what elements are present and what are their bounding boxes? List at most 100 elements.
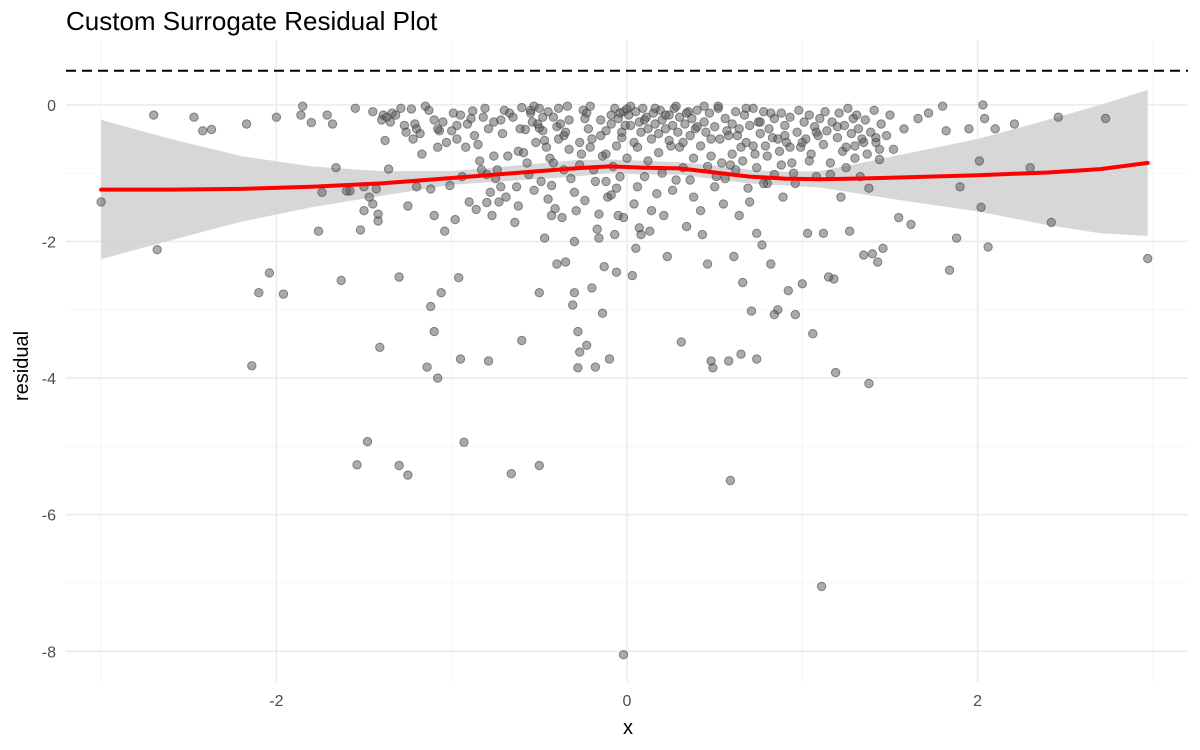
data-point: [632, 182, 643, 192]
data-point: [664, 135, 674, 146]
data-point: [718, 199, 729, 209]
data-point: [681, 108, 692, 118]
data-point: [601, 149, 611, 159]
data-point: [543, 194, 553, 204]
data-point: [538, 126, 548, 136]
data-point: [496, 182, 506, 192]
data-point: [978, 100, 988, 110]
data-point: [662, 251, 672, 262]
data-point: [774, 146, 785, 157]
data-point: [573, 326, 583, 337]
data-point: [671, 175, 681, 185]
data-point: [653, 148, 664, 158]
data-point: [613, 210, 623, 221]
data-point: [860, 115, 871, 125]
data-point: [264, 268, 275, 278]
data-point: [560, 127, 571, 137]
data-point: [841, 142, 851, 152]
data-point: [615, 171, 625, 182]
data-point: [615, 108, 625, 118]
data-point: [750, 149, 760, 159]
data-point: [646, 134, 657, 144]
data-point: [573, 363, 583, 373]
data-point: [983, 242, 993, 252]
data-point: [674, 142, 685, 152]
data-point: [653, 128, 664, 139]
data-point: [459, 437, 469, 447]
data-point: [646, 206, 657, 216]
data-point: [555, 119, 566, 129]
data-point: [734, 124, 744, 134]
data-point: [745, 120, 755, 131]
data-point: [503, 151, 513, 161]
data-point: [894, 212, 904, 223]
data-point: [832, 122, 843, 132]
data-point: [797, 137, 807, 148]
data-point: [452, 134, 462, 144]
data-point: [846, 128, 857, 139]
data-point: [852, 110, 862, 120]
smooth-line-layer: [99, 160, 1150, 192]
data-point: [396, 103, 406, 114]
data-point: [876, 119, 886, 129]
data-point: [871, 133, 881, 143]
data-point: [766, 108, 776, 118]
data-point: [341, 186, 352, 196]
data-point: [247, 361, 257, 371]
data-point: [874, 154, 885, 165]
data-point: [794, 105, 804, 116]
data-point: [566, 173, 576, 184]
y-tick-label: -6: [42, 508, 56, 525]
data-point: [606, 119, 616, 129]
data-point: [715, 134, 725, 144]
data-point: [645, 226, 655, 236]
data-point: [506, 469, 516, 479]
data-point: [702, 259, 713, 269]
data-point: [760, 141, 771, 151]
data-point: [271, 112, 282, 122]
data-point: [96, 197, 106, 207]
data-point: [575, 137, 585, 148]
data-point: [515, 124, 525, 134]
data-point: [748, 141, 758, 151]
data-point: [534, 460, 544, 471]
data-point: [406, 104, 417, 114]
data-point: [752, 163, 762, 173]
data-point: [394, 272, 404, 282]
data-point: [755, 128, 765, 139]
data-point: [724, 356, 734, 366]
data-point: [606, 190, 616, 200]
data-point: [752, 228, 762, 239]
data-point: [944, 265, 955, 275]
data-point: [241, 119, 252, 129]
data-point: [764, 124, 774, 134]
data-point: [752, 354, 762, 364]
x-tick-label: 0: [623, 693, 632, 710]
data-point: [594, 209, 604, 219]
data-point: [776, 108, 786, 118]
data-point: [525, 105, 536, 116]
data-point: [825, 158, 836, 168]
data-point: [518, 148, 529, 158]
data-point: [862, 149, 872, 159]
data-point: [298, 101, 308, 111]
data-point: [429, 115, 439, 125]
data-point: [734, 210, 744, 221]
data-point: [149, 110, 159, 120]
data-point: [667, 120, 678, 131]
data-point: [487, 210, 497, 221]
data-point: [368, 199, 378, 209]
data-point: [497, 128, 508, 139]
data-point: [564, 144, 574, 155]
data-point: [830, 367, 841, 378]
data-point: [383, 164, 394, 174]
data-point: [859, 137, 869, 148]
data-point: [667, 185, 678, 196]
data-point: [923, 108, 934, 118]
data-point: [955, 182, 965, 192]
data-point: [510, 217, 520, 228]
data-point: [797, 279, 807, 289]
data-point: [483, 356, 494, 366]
data-point: [725, 475, 736, 486]
data-point: [639, 171, 650, 182]
